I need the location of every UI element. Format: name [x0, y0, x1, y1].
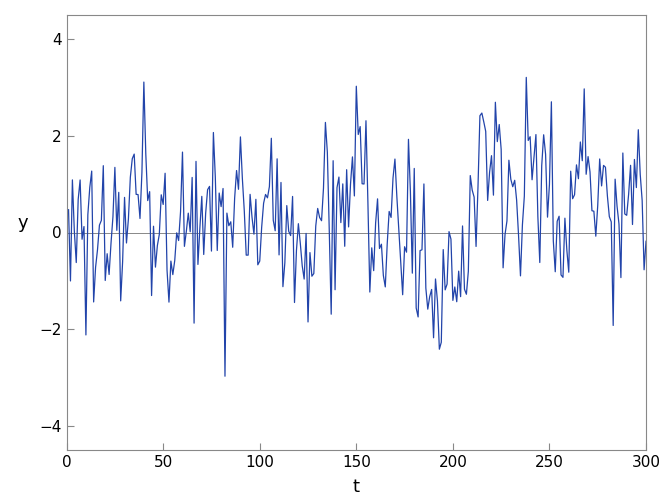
Y-axis label: y: y	[17, 214, 28, 232]
X-axis label: t: t	[353, 478, 360, 496]
